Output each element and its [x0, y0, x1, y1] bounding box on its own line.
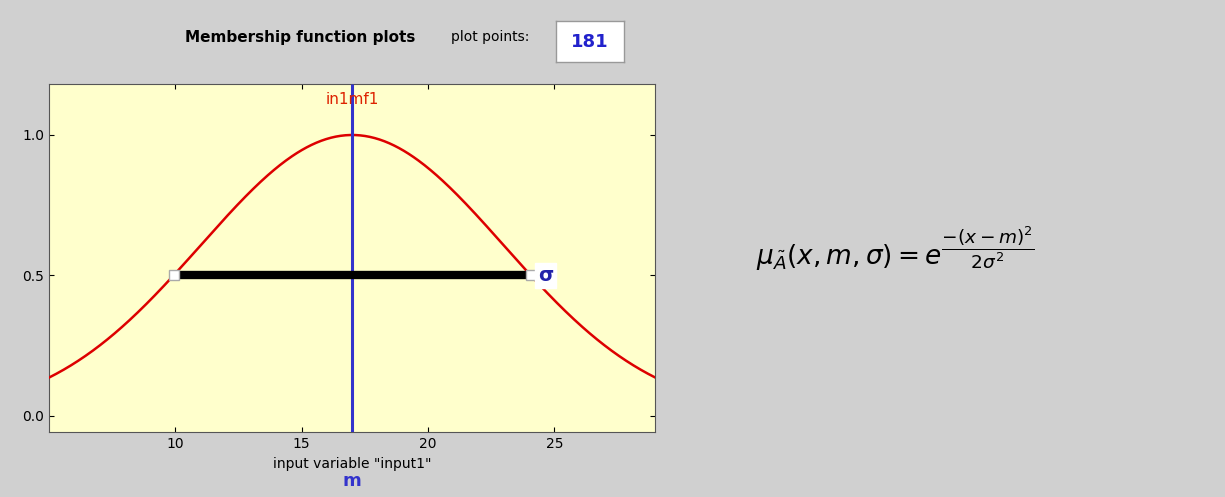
- Text: plot points:: plot points:: [451, 30, 529, 44]
- X-axis label: input variable "input1": input variable "input1": [273, 457, 431, 471]
- Text: Membership function plots: Membership function plots: [185, 30, 415, 45]
- Text: m: m: [343, 472, 361, 490]
- Text: σ: σ: [538, 266, 554, 285]
- Text: in1mf1: in1mf1: [326, 92, 379, 107]
- Text: 181: 181: [571, 33, 609, 51]
- Text: $\mu_{\tilde{A}}(x,m,\sigma) = e^{\dfrac{-(x-m)^2}{2\sigma^2}}$: $\mu_{\tilde{A}}(x,m,\sigma) = e^{\dfrac…: [756, 224, 1034, 273]
